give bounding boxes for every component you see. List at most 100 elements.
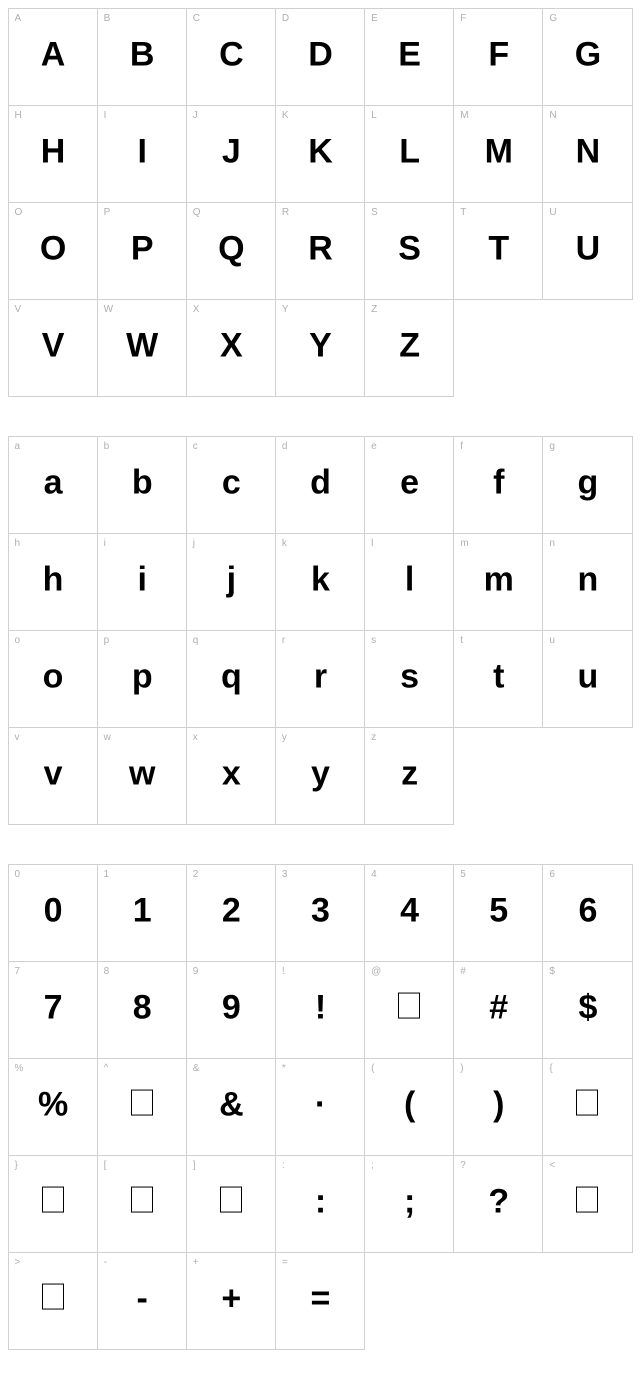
- cell-glyph: [131, 1085, 153, 1124]
- cell-glyph: u: [578, 657, 598, 696]
- cell-label: m: [460, 538, 468, 549]
- cell-label: F: [460, 13, 466, 24]
- cell-glyph: -: [137, 1279, 147, 1318]
- cell-glyph: [576, 1085, 598, 1124]
- cell-glyph: T: [488, 229, 508, 268]
- grid: 00112233445566778899!!@##$$%%^&&*·(()){}…: [8, 864, 632, 1349]
- cell-glyph: 7: [44, 988, 62, 1027]
- cell-label: d: [282, 441, 288, 452]
- cell-glyph: p: [132, 657, 152, 696]
- cell-glyph: 2: [222, 891, 240, 930]
- cell-label: B: [104, 13, 111, 24]
- glyph-cell: AA: [8, 8, 98, 106]
- cell-glyph: J: [222, 132, 240, 171]
- cell-glyph: X: [220, 326, 242, 365]
- cell-label: Z: [371, 304, 377, 315]
- cell-label: R: [282, 207, 289, 218]
- cell-label: f: [460, 441, 463, 452]
- cell-label: w: [104, 732, 111, 743]
- glyph-cell: yy: [275, 727, 365, 825]
- cell-label: M: [460, 110, 468, 121]
- cell-label: 5: [460, 869, 466, 880]
- glyph-cell: zz: [364, 727, 454, 825]
- glyph-cell: 44: [364, 864, 454, 962]
- glyph-cell: ((: [364, 1058, 454, 1156]
- cell-label: >: [15, 1257, 21, 1268]
- cell-glyph: e: [400, 463, 418, 502]
- glyph-cell: uu: [542, 630, 632, 728]
- glyph-cell: gg: [542, 436, 632, 534]
- glyph-cell: ;;: [364, 1155, 454, 1253]
- glyph-cell: DD: [275, 8, 365, 106]
- cell-glyph: I: [137, 132, 145, 171]
- glyph-cell: VV: [8, 299, 98, 397]
- cell-glyph: +: [221, 1279, 240, 1318]
- grid: AABBCCDDEEFFGGHHIIJJKKLLMMNNOOPPQQRRSSTT…: [8, 8, 632, 396]
- glyph-cell: >: [8, 1252, 98, 1350]
- cell-label: %: [15, 1063, 24, 1074]
- glyph-cell: %%: [8, 1058, 98, 1156]
- cell-label: D: [282, 13, 289, 24]
- glyph-cell: 33: [275, 864, 365, 962]
- cell-glyph: ;: [404, 1182, 414, 1221]
- glyph-cell: HH: [8, 105, 98, 203]
- cell-glyph: %: [38, 1085, 67, 1124]
- cell-glyph: f: [493, 463, 503, 502]
- cell-label: ^: [104, 1063, 109, 1074]
- glyph-cell: ee: [364, 436, 454, 534]
- cell-label: ): [460, 1063, 463, 1074]
- cell-label: *: [282, 1063, 286, 1074]
- cell-glyph: o: [43, 657, 63, 696]
- cell-glyph: d: [310, 463, 330, 502]
- glyph-cell: BB: [97, 8, 187, 106]
- glyph-cell: cc: [186, 436, 276, 534]
- glyph-cell: 66: [542, 864, 632, 962]
- cell-label: Y: [282, 304, 289, 315]
- glyph-cell: 77: [8, 961, 98, 1059]
- cell-glyph: R: [308, 229, 332, 268]
- cell-glyph: 3: [311, 891, 329, 930]
- cell-label: l: [371, 538, 373, 549]
- cell-glyph: ): [493, 1085, 503, 1124]
- glyph-cell: ^: [97, 1058, 187, 1156]
- cell-glyph: q: [221, 657, 241, 696]
- glyph-cell: ::: [275, 1155, 365, 1253]
- glyph-cell: 55: [453, 864, 543, 962]
- missing-glyph-icon: [131, 1089, 153, 1115]
- glyph-cell: aa: [8, 436, 98, 534]
- cell-glyph: 4: [400, 891, 418, 930]
- cell-glyph: Y: [309, 326, 331, 365]
- cell-glyph: B: [130, 35, 154, 74]
- glyph-cell: ==: [275, 1252, 365, 1350]
- cell-glyph: [220, 1182, 242, 1221]
- cell-label: U: [549, 207, 556, 218]
- cell-label: z: [371, 732, 376, 743]
- glyph-cell: XX: [186, 299, 276, 397]
- glyph-cell: @: [364, 961, 454, 1059]
- cell-glyph: D: [308, 35, 332, 74]
- glyph-cell: 22: [186, 864, 276, 962]
- cell-label: s: [371, 635, 376, 646]
- glyph-cell: UU: [542, 202, 632, 300]
- glyph-cell: KK: [275, 105, 365, 203]
- cell-label: n: [549, 538, 555, 549]
- cell-label: J: [193, 110, 198, 121]
- cell-glyph: b: [132, 463, 152, 502]
- cell-glyph: 1: [133, 891, 151, 930]
- glyph-cell: [: [97, 1155, 187, 1253]
- glyph-cell: 11: [97, 864, 187, 962]
- cell-glyph: v: [44, 754, 62, 793]
- glyph-cell: RR: [275, 202, 365, 300]
- glyph-cell: mm: [453, 533, 543, 631]
- cell-glyph: s: [400, 657, 418, 696]
- cell-glyph: S: [398, 229, 420, 268]
- cell-glyph: z: [401, 754, 417, 793]
- cell-glyph: O: [40, 229, 65, 268]
- cell-glyph: 9: [222, 988, 240, 1027]
- cell-glyph: (: [404, 1085, 414, 1124]
- missing-glyph-icon: [576, 1089, 598, 1115]
- cell-glyph: !: [315, 988, 325, 1027]
- cell-glyph: N: [576, 132, 600, 171]
- grid: aabbccddeeffgghhiijjkkllmmnnooppqqrrsstt…: [8, 436, 632, 824]
- glyph-cell: TT: [453, 202, 543, 300]
